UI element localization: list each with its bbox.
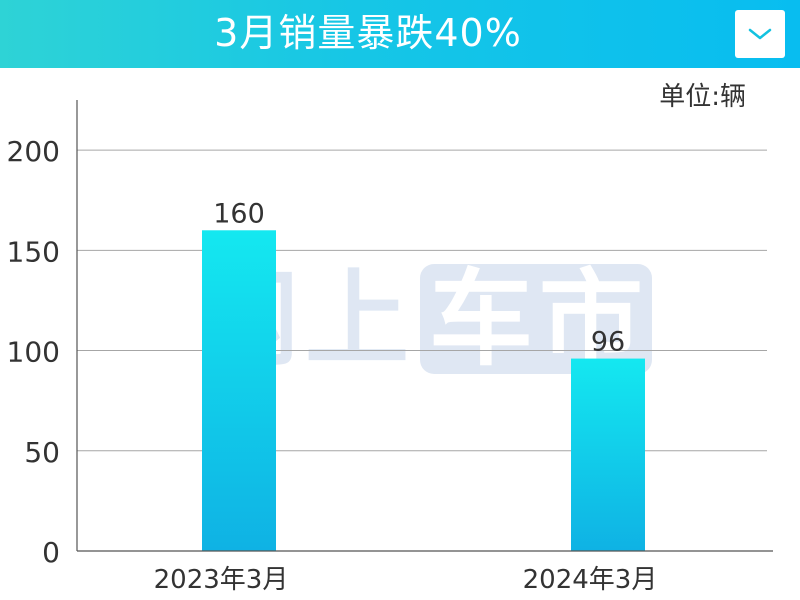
x-tick-label: 2024年3月	[523, 565, 658, 595]
y-tick-label: 100	[7, 336, 60, 369]
bar	[571, 358, 645, 551]
y-tick-label: 150	[7, 235, 60, 268]
y-tick-label: 0	[42, 536, 60, 569]
data-label: 96	[591, 327, 625, 358]
page-title: 3月销量暴跌40%	[214, 11, 522, 55]
y-tick-label: 200	[7, 135, 60, 168]
data-label: 160	[213, 198, 265, 229]
bar	[202, 230, 276, 552]
unit-label: 单位:辆	[659, 82, 746, 112]
chevron-down-icon	[748, 28, 772, 40]
header-bar: 3月销量暴跌40%	[0, 0, 800, 68]
x-tick-label: 2023年3月	[154, 565, 289, 595]
y-tick-label: 50	[24, 436, 60, 469]
expand-dropdown-button[interactable]	[735, 10, 785, 58]
